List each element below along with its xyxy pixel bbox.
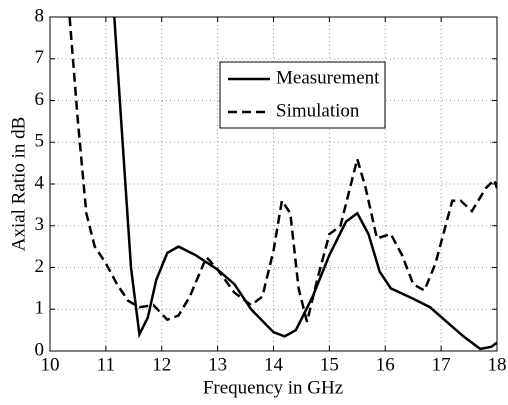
y-tick-label: 1	[35, 298, 45, 319]
x-tick-label: 18	[488, 354, 507, 375]
x-tick-label: 11	[97, 354, 115, 375]
y-tick-label: 7	[35, 47, 45, 68]
x-tick-label: 17	[432, 354, 451, 375]
y-tick-label: 6	[35, 89, 45, 110]
plot-frame	[49, 16, 498, 352]
x-tick-label: 12	[152, 354, 171, 375]
x-tick-label: 15	[320, 354, 339, 375]
x-tick-label: 16	[376, 354, 395, 375]
y-tick-label: 2	[35, 256, 45, 277]
x-axis-label: Frequency in GHz	[203, 377, 343, 398]
legend-label: Measurement	[276, 67, 380, 88]
series-line	[113, 17, 497, 351]
y-tick-label: 8	[35, 5, 45, 26]
x-tick-label: 14	[264, 354, 284, 375]
y-tick-label: 3	[35, 214, 45, 235]
y-tick-label: 4	[35, 172, 45, 193]
y-axis-label: Axial Ratio in dB	[8, 117, 29, 252]
x-tick-label: 10	[41, 354, 60, 375]
legend-label: Simulation	[276, 100, 360, 121]
y-tick-label: 0	[35, 339, 45, 360]
x-tick-label: 13	[208, 354, 227, 375]
plot-area	[68, 17, 497, 351]
legend-box	[219, 61, 386, 129]
series-line	[68, 17, 497, 323]
y-tick-label: 5	[35, 131, 45, 152]
